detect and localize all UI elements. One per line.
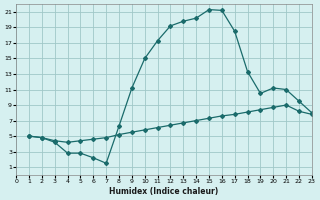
X-axis label: Humidex (Indice chaleur): Humidex (Indice chaleur) — [109, 187, 219, 196]
